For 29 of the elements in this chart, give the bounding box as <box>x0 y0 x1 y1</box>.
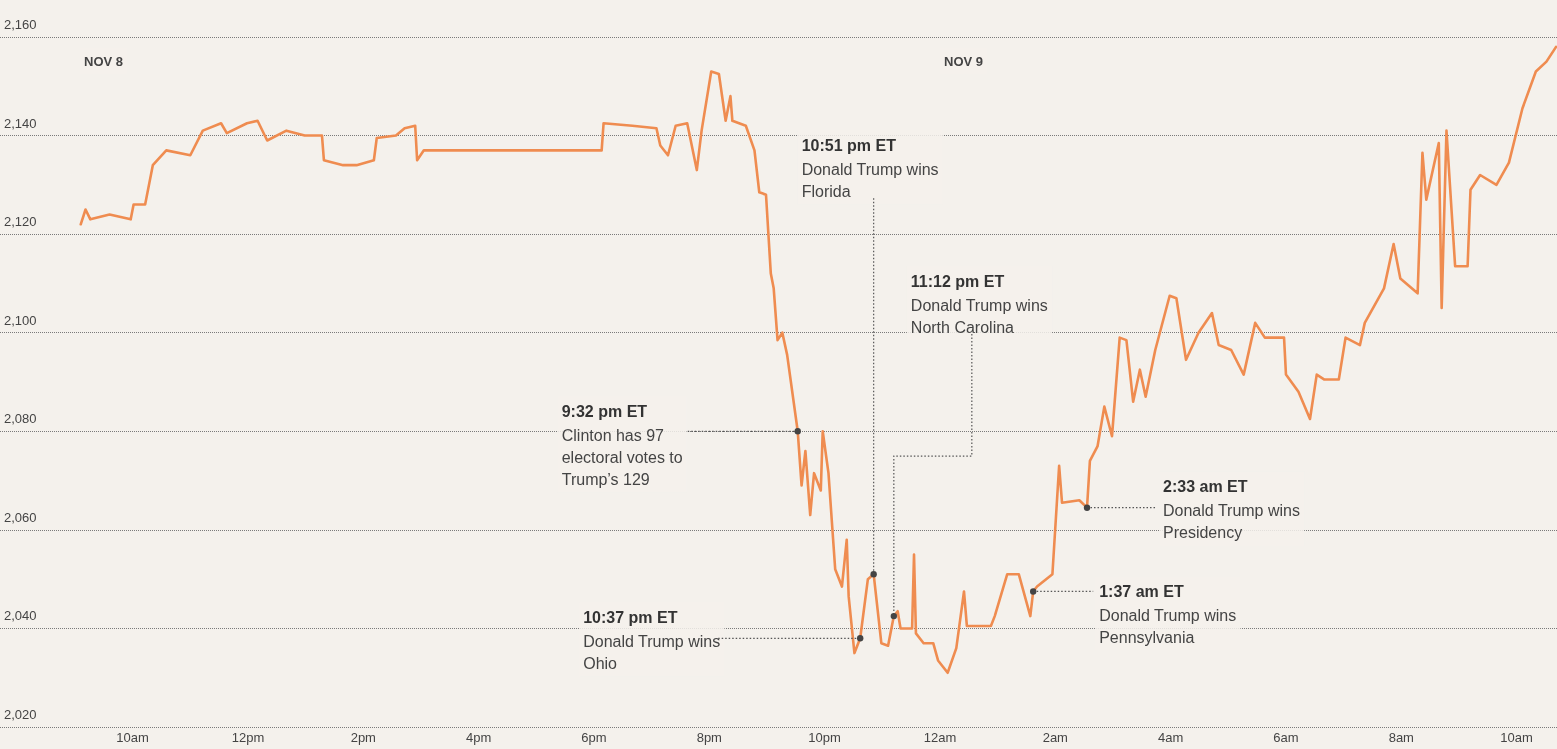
x-tick-label: 10am <box>1500 730 1533 745</box>
annotation: NOV 9 <box>944 53 984 69</box>
annotation: 9:32 pm ET Clinton has 97 electoral votes to Trump’s 129 <box>561 402 683 488</box>
annotation: 11:12 pm ET Donald Trump wins North Carolina <box>910 272 1048 336</box>
y-tick-label: 2,040 <box>4 608 37 624</box>
x-tick-label: 4am <box>1157 730 1184 745</box>
y-tick-label: 2,100 <box>4 312 37 328</box>
y-tick-label: 2,060 <box>4 509 37 525</box>
y-tick-label: 2,120 <box>4 214 37 230</box>
x-tick-label: 12am <box>923 730 957 745</box>
x-tick-label: 2pm <box>350 730 376 745</box>
y-tick-label: 2,160 <box>4 17 37 32</box>
x-tick-label: 6pm <box>581 730 607 745</box>
x-tick-label: 8pm <box>696 730 722 745</box>
x-tick-label: 8am <box>1388 730 1414 745</box>
y-tick-label: 2,080 <box>4 411 37 427</box>
x-tick-label: 10am <box>116 730 149 745</box>
annotation: 10:51 pm ET Donald Trump wins Florida <box>801 136 939 200</box>
annotation: NOV 8 <box>84 53 124 69</box>
x-tick-label: 12pm <box>231 730 265 745</box>
x-tick-label: 10pm <box>808 730 841 745</box>
x-tick-label: 6am <box>1273 730 1299 745</box>
x-tick-label: 4pm <box>465 730 492 745</box>
y-tick-label: 2,140 <box>4 115 37 131</box>
annotation: 1:37 am ET Donald Trump wins Pennsylvania <box>1099 582 1237 646</box>
y-tick-label: 2,020 <box>4 707 37 722</box>
x-tick-label: 2am <box>1042 730 1068 745</box>
annotation: 2:33 am ET Donald Trump wins Presidency <box>1163 478 1300 542</box>
annotation: 10:37 pm ET Donald Trump wins Ohio <box>583 608 721 672</box>
